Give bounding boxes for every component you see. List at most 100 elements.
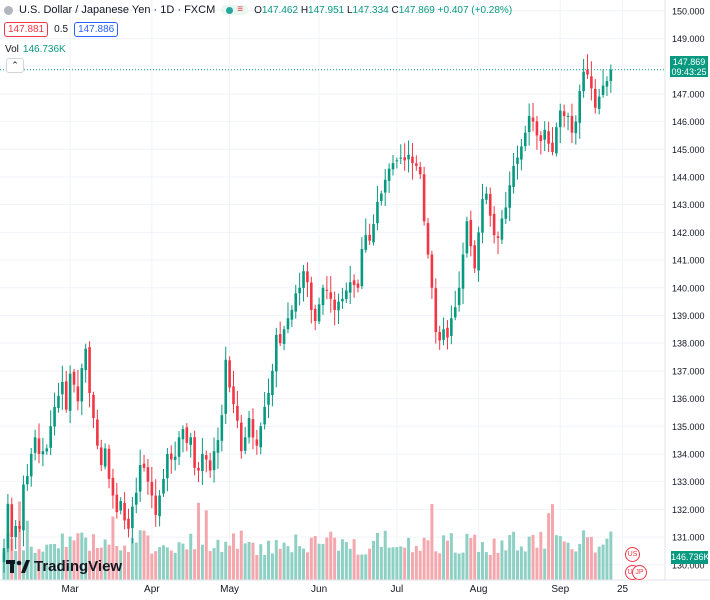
volume-bar[interactable] <box>294 534 298 580</box>
volume-bar[interactable] <box>434 551 438 580</box>
volume-bar[interactable] <box>500 540 504 580</box>
volume-bar[interactable] <box>146 535 150 580</box>
candle-body[interactable] <box>259 426 263 448</box>
volume-bar[interactable] <box>422 537 426 580</box>
market-status-pill[interactable]: ≡ <box>221 5 249 15</box>
candle-body[interactable] <box>267 393 270 405</box>
candle-body[interactable] <box>352 280 356 285</box>
volume-bar[interactable] <box>200 544 204 580</box>
candle-body[interactable] <box>220 415 224 441</box>
volume-bar[interactable] <box>593 552 597 580</box>
candle-body[interactable] <box>127 518 130 529</box>
candle-body[interactable] <box>313 308 317 322</box>
candle-body[interactable] <box>255 439 259 446</box>
volume-bar[interactable] <box>68 536 72 580</box>
candle-body[interactable] <box>415 163 418 166</box>
candle-body[interactable] <box>68 373 72 411</box>
volume-bar[interactable] <box>430 503 434 580</box>
volume-bar[interactable] <box>177 542 181 580</box>
candle-body[interactable] <box>282 329 286 344</box>
candle-body[interactable] <box>197 467 200 471</box>
volume-bar[interactable] <box>228 545 232 580</box>
candle-body[interactable] <box>601 85 605 95</box>
volume-bar[interactable] <box>426 540 430 580</box>
candle-body[interactable] <box>96 419 99 446</box>
candle-body[interactable] <box>88 347 91 394</box>
time-axis[interactable]: Mar Apr May Jun Jul Aug Sep 25 <box>62 584 629 595</box>
candle-body[interactable] <box>115 494 119 513</box>
candle-body[interactable] <box>465 221 469 254</box>
candle-body[interactable] <box>243 437 247 451</box>
candle-body[interactable] <box>500 218 504 240</box>
candle-body[interactable] <box>407 154 410 160</box>
volume-bar[interactable] <box>84 537 88 580</box>
candle-body[interactable] <box>263 406 266 425</box>
candle-body[interactable] <box>372 224 375 243</box>
volume-bar[interactable] <box>457 553 461 580</box>
candle-body[interactable] <box>512 165 515 187</box>
volume-bar[interactable] <box>232 533 236 580</box>
candle-body[interactable] <box>325 289 329 291</box>
volume-bar[interactable] <box>64 546 68 580</box>
volume-bar[interactable] <box>399 546 403 580</box>
candle-body[interactable] <box>488 194 492 216</box>
volume-bar[interactable] <box>239 530 243 580</box>
candle-body[interactable] <box>593 88 597 108</box>
candle-body[interactable] <box>348 282 352 293</box>
candle-body[interactable] <box>201 453 204 472</box>
candle-body[interactable] <box>45 448 49 452</box>
volume-legend[interactable]: Vol 146.736K <box>5 44 66 55</box>
candle-body[interactable] <box>80 368 84 402</box>
candle-body[interactable] <box>138 465 142 492</box>
volume-bar[interactable] <box>80 532 84 580</box>
candle-body[interactable] <box>142 463 146 468</box>
candle-body[interactable] <box>387 168 391 181</box>
volume-bar[interactable] <box>255 554 259 580</box>
candle-body[interactable] <box>64 381 68 410</box>
volume-bar[interactable] <box>566 542 570 580</box>
volume-bar[interactable] <box>95 548 99 580</box>
volume-bar[interactable] <box>348 548 352 580</box>
volume-bar[interactable] <box>220 551 224 580</box>
candle-body[interactable] <box>496 236 500 238</box>
volume-bar[interactable] <box>337 550 341 580</box>
volume-bar[interactable] <box>103 539 107 580</box>
candle-body[interactable] <box>539 135 543 141</box>
volume-bar[interactable] <box>274 540 278 580</box>
candle-body[interactable] <box>150 481 154 496</box>
volume-bar[interactable] <box>181 543 185 580</box>
candle-body[interactable] <box>119 501 122 511</box>
candle-body[interactable] <box>111 477 115 496</box>
candle-body[interactable] <box>337 301 340 311</box>
volume-bar[interactable] <box>45 544 49 580</box>
candle-body[interactable] <box>551 142 554 153</box>
volume-bar[interactable] <box>586 537 589 580</box>
volume-bar[interactable] <box>477 552 481 580</box>
collapse-legend-button[interactable]: ⌃ <box>6 58 24 73</box>
candle-body[interactable] <box>193 437 196 468</box>
volume-bar[interactable] <box>321 543 325 580</box>
volume-bar[interactable] <box>329 531 333 580</box>
candle-body[interactable] <box>578 91 582 123</box>
candle-body[interactable] <box>570 115 574 133</box>
candle-body[interactable] <box>329 292 333 299</box>
volume-bar[interactable] <box>243 543 247 580</box>
candle-body[interactable] <box>418 166 422 175</box>
candle-body[interactable] <box>341 298 344 302</box>
candle-body[interactable] <box>162 478 165 494</box>
volume-bar[interactable] <box>224 541 228 580</box>
candle-body[interactable] <box>411 156 414 164</box>
candle-body[interactable] <box>18 526 21 529</box>
candle-body[interactable] <box>286 318 290 330</box>
volume-bar[interactable] <box>37 549 41 580</box>
candle-body[interactable] <box>84 348 87 371</box>
volume-bar[interactable] <box>302 548 306 580</box>
volume-bar[interactable] <box>197 502 200 580</box>
candle-body[interactable] <box>477 232 480 271</box>
volume-bar[interactable] <box>142 530 146 580</box>
candle-body[interactable] <box>438 331 441 341</box>
volume-bar[interactable] <box>527 536 531 580</box>
candle-body[interactable] <box>298 287 301 294</box>
volume-bar[interactable] <box>445 540 449 580</box>
candle-body[interactable] <box>321 287 325 306</box>
